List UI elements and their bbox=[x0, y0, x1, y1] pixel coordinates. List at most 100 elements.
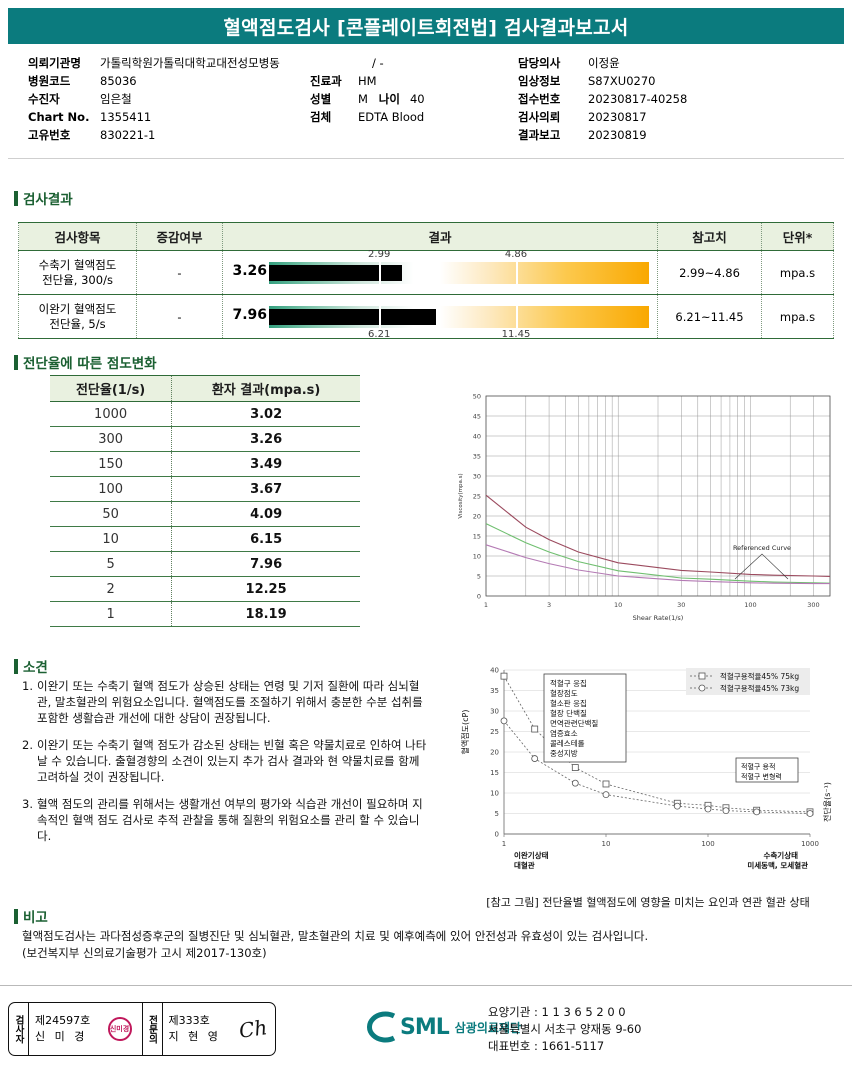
viscosity-curve-chart: 0 5 10 15 20 25 30 35 40 45 50 1 3 10 30 100 300 Shear Ra… bbox=[452, 382, 844, 634]
specialist-label: 전문의 bbox=[143, 1003, 163, 1055]
chart-factor-item: 콜레스테롤 bbox=[550, 739, 585, 748]
chart-y-tick-label: 20 bbox=[490, 749, 499, 757]
info-value: HM bbox=[358, 74, 377, 88]
chart-y-tick-label: 25 bbox=[490, 728, 499, 736]
sml-logo: SML 삼광의료재단 bbox=[360, 1010, 521, 1044]
footer-divider bbox=[0, 985, 852, 986]
chart-annotation-label: Referenced Curve bbox=[733, 544, 791, 552]
shear-result-value: 3.67 bbox=[171, 476, 360, 502]
info-value: 20230817-40258 bbox=[588, 92, 688, 106]
reference-tick-label: 4.86 bbox=[504, 248, 528, 260]
tester-label: 검사자 bbox=[9, 1003, 29, 1055]
org-info-line: 서울특별시 서초구 양재동 9-60 bbox=[488, 1022, 642, 1036]
shear-rate-value: 5 bbox=[50, 551, 173, 577]
chart-marker-square bbox=[531, 725, 539, 733]
chart-factor-item: 혈소판 응집 bbox=[550, 698, 587, 708]
info-label-2: 나이 bbox=[378, 92, 400, 106]
info-label: 결과보고 bbox=[518, 128, 561, 142]
chart-y-tick-label: 0 bbox=[495, 831, 499, 839]
chart-marker-circle bbox=[500, 717, 508, 725]
chart-x-tick-label: 100 bbox=[744, 601, 756, 609]
chart-x-tick-label: 10 bbox=[614, 601, 622, 609]
results-table-header-row: 검사항목 증감여부 결과 참고치 단위* bbox=[18, 222, 834, 251]
reference-range: 6.21~11.45 bbox=[657, 294, 762, 339]
tester-label-text: 검사자 bbox=[13, 1014, 24, 1044]
chart-y-tick-label: 35 bbox=[490, 687, 499, 695]
chart-legend-label: 적혈구용적율45% 75kg bbox=[720, 671, 799, 681]
chart-x-tick-label: 1 bbox=[484, 601, 488, 609]
section-heading-opinion-label: 소견 bbox=[23, 660, 48, 676]
result-item-name: 이완기 혈액점도 전단율, 5/s bbox=[18, 294, 137, 339]
shear-table-header-row: 전단율(1/s) 환자 결과(mpa.s) bbox=[50, 375, 360, 402]
specialist-names: 제333호 지 현 영 bbox=[169, 1013, 221, 1045]
result-bar: 3.26 2.99 4.86 bbox=[229, 248, 651, 294]
chart-x-tick-label: 100 bbox=[701, 840, 714, 848]
chart-y-tick-label: 40 bbox=[473, 433, 481, 441]
result-change-indicator: - bbox=[136, 250, 223, 295]
shear-result-value: 3.26 bbox=[171, 426, 360, 452]
chart-marker-square bbox=[602, 780, 610, 788]
chart-marker-square bbox=[500, 672, 508, 680]
info-value: 20230819 bbox=[588, 128, 647, 142]
chart-x-axis-label: Shear Rate(1/s) bbox=[633, 614, 684, 622]
chart-x-tick-label: 30 bbox=[677, 601, 685, 609]
info-value: EDTA Blood bbox=[358, 110, 425, 124]
info-row-병원코드: 병원코드 85036 bbox=[28, 74, 137, 88]
opinion-text: 이완기 또는 수축기 혈액 점도가 감소된 상태는 빈혈 혹은 약물치료로 인하… bbox=[37, 738, 427, 784]
table-row: 5 7.96 bbox=[50, 551, 360, 577]
remarks-text: 혈액점도검사는 과다점성증후군의 질병진단 및 심뇌혈관, 말초혈관의 치료 및… bbox=[22, 928, 832, 962]
shear-col-header: 전단율(1/s) bbox=[50, 375, 173, 402]
info-value: 20230817 bbox=[588, 110, 647, 124]
section-heading-results: 검사결과 bbox=[14, 188, 73, 208]
chart-x-tick-label: 1000 bbox=[801, 840, 819, 848]
shear-result-value: 18.19 bbox=[171, 601, 360, 627]
shear-table: 전단율(1/s) 환자 결과(mpa.s) 1000 3.02 300 3.26 150 3… bbox=[50, 375, 360, 627]
chart-marker-circle bbox=[602, 791, 610, 799]
heading-accent-bar bbox=[14, 908, 18, 924]
opinion-list: 1. 이완기 또는 수축기 혈액 점도가 상승된 상태는 연령 및 기저 질환에 … bbox=[22, 678, 432, 855]
chart-y-tick-label: 30 bbox=[473, 473, 481, 481]
info-value: M bbox=[358, 92, 368, 106]
org-info-line: 요양기관 : 1 1 3 6 5 2 0 0 bbox=[488, 1005, 626, 1019]
chart-factor-box bbox=[543, 673, 627, 763]
info-label: 성별 bbox=[310, 92, 332, 106]
info-label: 검사의뢰 bbox=[518, 110, 561, 124]
reference-tick-label: 6.21 bbox=[368, 328, 391, 340]
info-row-성별: 성별 M 나이 40 bbox=[310, 92, 425, 106]
section-heading-remarks: 비고 bbox=[14, 906, 48, 926]
opinion-number: 3. bbox=[22, 797, 33, 811]
chart-y-tick-label: 15 bbox=[473, 533, 481, 541]
result-name-line2: 전단율, 300/s bbox=[42, 272, 113, 287]
sml-swoosh-icon bbox=[367, 1011, 396, 1043]
shear-rate-value: 300 bbox=[50, 426, 173, 452]
info-row-고유번호: 고유번호 830221-1 bbox=[28, 128, 155, 142]
shear-rate-value: 2 bbox=[50, 576, 173, 602]
reference-tick bbox=[516, 305, 518, 328]
info-value: / - bbox=[372, 56, 384, 70]
chart-y-axis-label: 혈액점도(cP) bbox=[460, 710, 470, 755]
chart-legend-label: 적혈구용적율45% 73kg bbox=[720, 683, 799, 693]
table-row: 150 3.49 bbox=[50, 451, 360, 477]
info-label: 진료과 bbox=[310, 74, 342, 88]
info-label: 접수번호 bbox=[518, 92, 561, 106]
chart-x-tick-label: 3 bbox=[547, 601, 551, 609]
result-bar: 7.96 6.21 11.45 bbox=[229, 296, 651, 340]
results-col-header: 단위* bbox=[761, 222, 834, 251]
info-row-임상정보: 임상정보 S87XU0270 bbox=[518, 74, 656, 88]
shear-result-value: 3.02 bbox=[171, 401, 360, 427]
info-value: 임은철 bbox=[100, 92, 132, 106]
specialist-name: 지 현 영 bbox=[168, 1030, 221, 1043]
shear-rate-value: 100 bbox=[50, 476, 173, 502]
result-name-line1: 수축기 혈액점도 bbox=[38, 257, 117, 272]
table-row: 1 18.19 bbox=[50, 601, 360, 627]
table-row: 100 3.67 bbox=[50, 476, 360, 502]
chart-series-line-patient bbox=[485, 494, 831, 577]
info-label: 검체 bbox=[310, 110, 332, 124]
chart-y-tick-label: 15 bbox=[490, 769, 499, 777]
info-label: 담당의사 bbox=[518, 56, 561, 70]
reference-range: 2.99~4.86 bbox=[657, 250, 762, 295]
chart-marker-circle bbox=[531, 755, 539, 762]
chart-y-tick-label: 20 bbox=[473, 513, 481, 521]
section-heading-remarks-label: 비고 bbox=[23, 910, 48, 926]
chart-x-axis-label: 전단율(s⁻¹) bbox=[822, 782, 832, 822]
